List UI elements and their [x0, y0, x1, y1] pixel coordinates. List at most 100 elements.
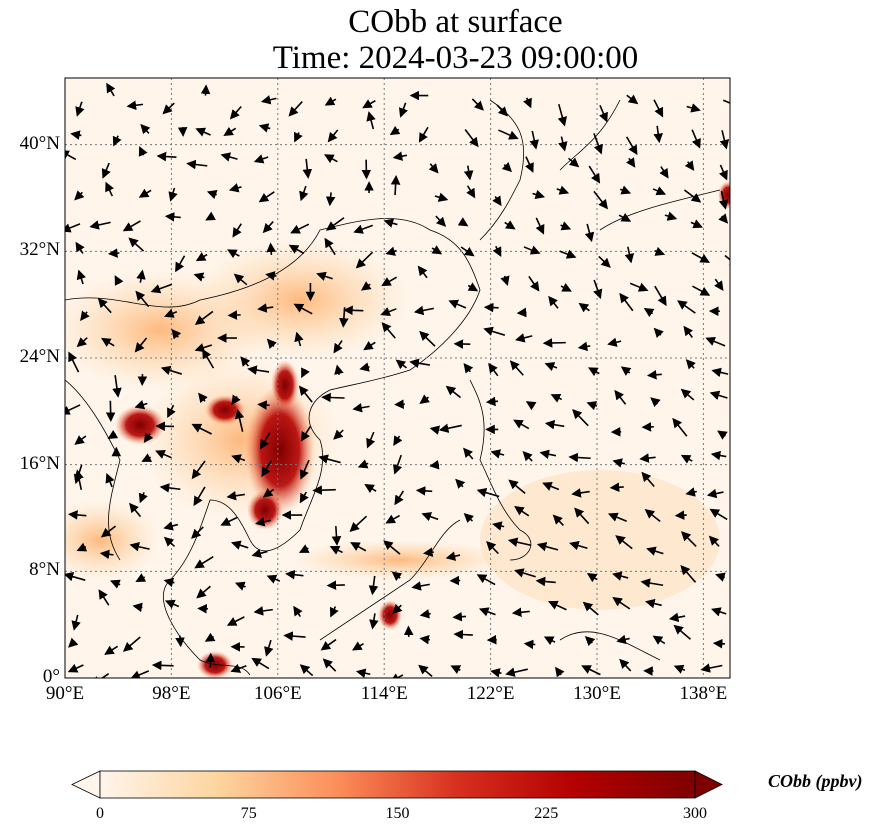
- wind-arrow: [312, 485, 336, 495]
- wind-arrow: [140, 123, 151, 135]
- wind-arrow: [593, 190, 609, 210]
- wind-arrow: [710, 450, 727, 461]
- wind-arrow: [136, 269, 146, 283]
- wind-arrow: [300, 425, 312, 442]
- wind-arrow: [571, 488, 590, 498]
- wind-arrow: [619, 185, 632, 195]
- wind-arrow: [230, 663, 247, 673]
- wind-arrow: [253, 154, 269, 164]
- wind-arrow: [389, 125, 401, 136]
- wind-arrow: [138, 492, 148, 504]
- wind-arrow: [567, 157, 580, 168]
- wind-arrow: [74, 190, 85, 201]
- wind-arrow: [223, 126, 237, 136]
- wind-arrow: [619, 292, 634, 312]
- wind-arrow: [464, 129, 479, 148]
- wind-arrow: [417, 265, 428, 279]
- wind-arrow: [75, 241, 85, 254]
- wind-arrow: [569, 540, 588, 551]
- wind-arrow: [422, 547, 434, 557]
- wind-arrow: [226, 490, 245, 501]
- wind-arrow: [134, 337, 148, 353]
- wind-arrow: [581, 665, 601, 676]
- wind-arrow: [578, 302, 590, 313]
- wind-arrow: [588, 367, 600, 377]
- wind-arrow: [101, 337, 115, 347]
- wind-arrow: [505, 667, 528, 677]
- wind-arrow: [128, 237, 145, 252]
- wind-arrow: [544, 419, 565, 430]
- wind-arrow: [380, 307, 397, 317]
- wind-arrow: [362, 99, 376, 109]
- wind-arrow: [150, 283, 173, 294]
- wind-arrow: [544, 362, 558, 372]
- wind-arrow: [558, 136, 568, 152]
- wind-arrow: [629, 282, 649, 292]
- wind-arrow: [718, 213, 729, 224]
- wind-arrow: [532, 189, 546, 200]
- wind-arrow: [227, 249, 240, 259]
- lat-tick-label: 0°: [42, 666, 60, 687]
- wind-arrow: [231, 394, 241, 406]
- wind-arrow: [98, 589, 110, 606]
- wind-arrow: [492, 195, 502, 207]
- wind-arrow: [71, 614, 81, 631]
- wind-arrow: [193, 486, 206, 507]
- wind-arrow: [413, 305, 434, 316]
- wind-arrow: [542, 481, 560, 491]
- wind-arrow: [191, 423, 212, 435]
- wind-arrow: [122, 636, 141, 652]
- wind-arrow: [349, 515, 368, 532]
- wind-arrow: [177, 126, 188, 137]
- lon-tick-label: 138°E: [679, 683, 728, 704]
- colorbar-tick-label: 75: [240, 805, 257, 822]
- wind-arrow: [105, 181, 114, 197]
- wind-arrow: [507, 537, 532, 547]
- wind-arrow: [89, 220, 111, 230]
- wind-arrow: [112, 135, 122, 147]
- wind-arrow: [492, 245, 502, 258]
- wind-arrow: [691, 252, 710, 263]
- wind-arrow: [135, 290, 150, 308]
- wind-arrow: [644, 508, 661, 522]
- wind-arrow: [609, 482, 624, 493]
- wind-arrow: [715, 572, 726, 582]
- wind-arrow: [106, 82, 116, 97]
- wind-arrow: [334, 364, 344, 375]
- wind-arrow: [294, 131, 303, 143]
- wind-arrow: [391, 571, 403, 582]
- lon-tick-label: 114°E: [360, 683, 408, 704]
- wind-arrow: [535, 217, 545, 235]
- wind-arrow: [500, 275, 510, 287]
- wind-arrow: [683, 325, 694, 338]
- wind-arrow: [227, 310, 241, 320]
- wind-arrow: [266, 574, 281, 584]
- wind-arrow: [357, 459, 369, 469]
- wind-arrow: [668, 612, 686, 623]
- wind-arrow: [392, 151, 408, 161]
- wind-arrow: [714, 278, 724, 291]
- wind-arrow: [229, 105, 242, 120]
- title-line-2: Time: 2024-03-23 09:00:00: [272, 40, 639, 76]
- wind-arrow: [301, 367, 310, 379]
- wind-arrow: [508, 479, 526, 494]
- wind-arrow: [409, 358, 431, 368]
- wind-arrow: [262, 487, 275, 498]
- wind-arrow: [196, 585, 211, 599]
- wind-arrow: [394, 490, 405, 506]
- wind-arrow: [359, 362, 370, 372]
- wind-arrow: [162, 102, 175, 115]
- wind-arrow: [552, 514, 565, 526]
- wind-arrow: [654, 285, 667, 307]
- wind-arrow: [626, 94, 639, 105]
- wind-arrow: [548, 295, 559, 309]
- wind-arrow: [431, 245, 443, 255]
- wind-arrow: [264, 639, 274, 657]
- wind-arrow: [299, 459, 310, 480]
- wind-arrow: [168, 187, 178, 202]
- wind-arrow: [392, 603, 403, 614]
- wind-arrow: [260, 432, 271, 450]
- wind-arrow: [476, 574, 496, 586]
- wind-arrow: [411, 581, 430, 591]
